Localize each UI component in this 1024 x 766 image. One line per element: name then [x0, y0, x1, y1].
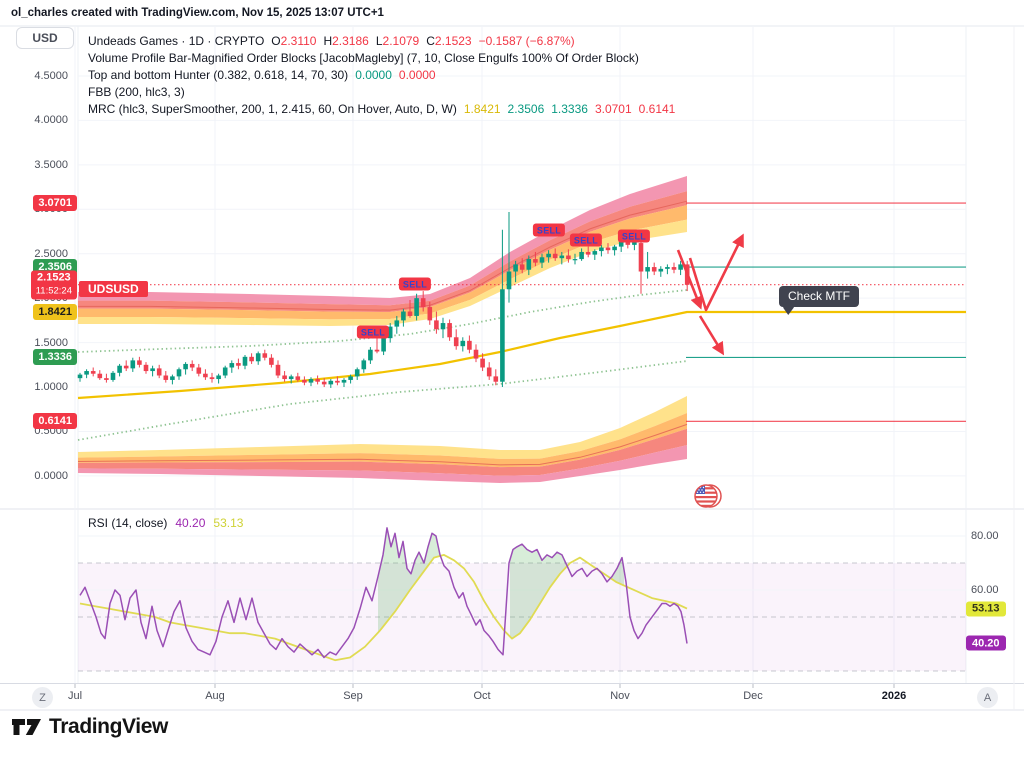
time-axis-label-Dec[interactable]: Dec	[743, 690, 763, 702]
legend-volume-profile[interactable]: Volume Profile Bar-Magnified Order Block…	[88, 51, 639, 65]
check-mtf-callout: Check MTF	[779, 286, 860, 307]
us-flag-icon	[692, 481, 724, 516]
sell-signal-label: SELL	[617, 229, 651, 243]
time-axis-label-Oct[interactable]: Oct	[473, 690, 491, 702]
ohlc-key: C	[426, 34, 435, 48]
tradingview-logo-icon	[12, 716, 42, 738]
footer-brand[interactable]: TradingView	[12, 715, 168, 739]
legend-label: MRC (hlc3, SuperSmoother, 200, 1, 2.415,…	[88, 102, 457, 116]
price-axis-label: 1.5000	[34, 336, 68, 349]
legend-value: 0.6141	[638, 102, 676, 116]
symbol-price-badge: UDSUSD	[79, 281, 148, 297]
rsi-legend-value: 40.20	[175, 516, 206, 530]
price-axis-label: 2.5000	[34, 247, 68, 260]
legend-top-bottom-hunter[interactable]: Top and bottom Hunter (0.382, 0.618, 14,…	[88, 67, 675, 84]
rsi-legend-value: 53.13	[213, 516, 244, 530]
rsi-value-badge-53.13: 53.13	[966, 601, 1006, 617]
price-level-badge-1.3336: 1.3336	[33, 349, 77, 366]
rsi-legend[interactable]: RSI (14, close) 40.20 53.13	[88, 516, 243, 530]
price-level-badge-3.0701: 3.0701	[33, 195, 77, 212]
sell-signal-label: SELL	[532, 223, 566, 237]
legend-fbb[interactable]: FBB (200, hlc3, 3)	[88, 85, 185, 99]
legend-mrc[interactable]: MRC (hlc3, SuperSmoother, 200, 1, 2.415,…	[88, 101, 675, 118]
timezone-badge[interactable]: Z	[32, 687, 53, 708]
legend-value: 1.8421	[463, 102, 501, 116]
indicator-legend[interactable]: Undeads Games · 1D · CRYPTO O2.3110 H2.318…	[88, 33, 675, 118]
price-axis-label: 4.0000	[34, 114, 68, 127]
time-axis-label-Nov[interactable]: Nov	[610, 690, 630, 702]
time-axis-label-2026[interactable]: 2026	[881, 690, 907, 702]
price-level-badge-0.6141: 0.6141	[33, 413, 77, 430]
countdown-timer: 11:52:24	[35, 285, 72, 297]
auto-scale-badge[interactable]: A	[977, 687, 998, 708]
attribution-text: ol_charles created with TradingView.com,…	[11, 7, 384, 19]
rsi-legend-label: RSI (14, close)	[88, 516, 168, 530]
price-axis-label: 0.0000	[34, 469, 68, 482]
change-value: −0.1587 (−6.87%)	[478, 34, 575, 48]
ohlc-key: L	[375, 34, 383, 48]
legend-value: 1.3336	[551, 102, 588, 116]
rsi-axis-label: 60.00	[971, 584, 999, 596]
sell-signal-label: SELL	[398, 277, 432, 291]
legend-value: 2.3506	[507, 102, 545, 116]
ohlc-key: H	[323, 34, 333, 48]
price-level-badge-2.1523: 2.1523 11:52:24	[30, 270, 77, 300]
currency-button[interactable]: USD	[16, 27, 74, 49]
rsi-axis-label: 80.00	[971, 530, 999, 542]
legend-symbol-ohlc[interactable]: Undeads Games · 1D · CRYPTO O2.3110 H2.318…	[88, 33, 675, 50]
ohlc-key: O	[271, 34, 281, 48]
time-axis-label-Jul[interactable]: Jul	[67, 690, 83, 702]
ohlc-value: 2.1523	[434, 34, 472, 48]
legend-value: 0.0000	[355, 68, 392, 82]
price-axis-label: 1.0000	[34, 381, 68, 394]
ohlc-value: 2.3186	[332, 34, 369, 48]
legend-value: 0.0000	[398, 68, 436, 82]
ohlc-value: 2.3110	[280, 34, 317, 48]
legend-value: 3.0701	[594, 102, 632, 116]
rsi-value-badge-40.20: 40.20	[966, 635, 1006, 651]
price-axis-label: 3.5000	[34, 158, 68, 171]
ohlc-value: 2.1079	[382, 34, 420, 48]
sell-signal-label: SELL	[356, 325, 390, 339]
time-axis-label-Sep[interactable]: Sep	[343, 690, 363, 702]
sell-signal-label: SELL	[569, 233, 603, 247]
legend-label: Top and bottom Hunter (0.382, 0.618, 14,…	[88, 68, 349, 82]
price-axis-label: 4.5000	[34, 70, 68, 82]
symbol-title: Undeads Games · 1D · CRYPTO	[88, 34, 265, 48]
brand-name: TradingView	[49, 715, 168, 738]
time-axis-label-Aug[interactable]: Aug	[205, 690, 225, 702]
price-level-badge-1.8421: 1.8421	[33, 304, 77, 321]
